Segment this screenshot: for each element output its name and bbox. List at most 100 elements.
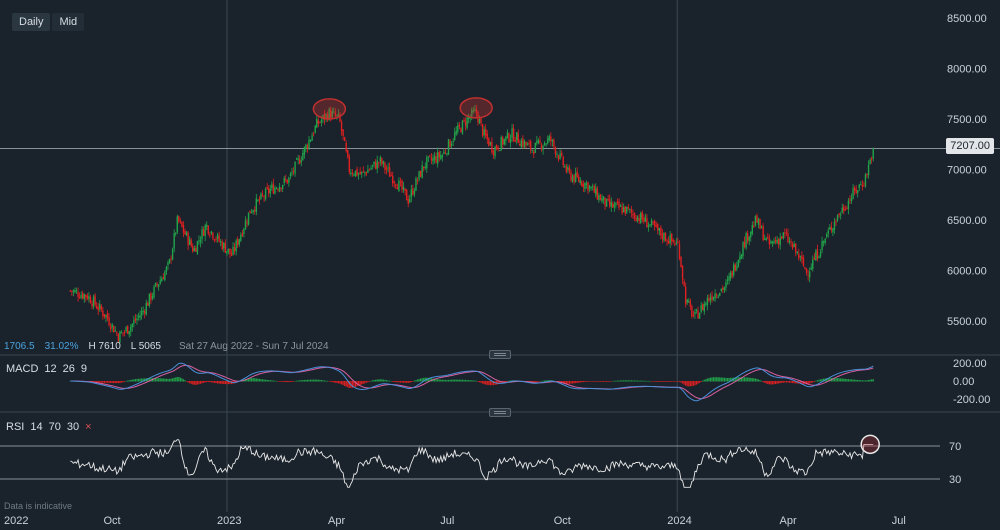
- candle-body: [632, 214, 634, 216]
- macd-histogram-bar: [277, 381, 279, 382]
- candle-body: [409, 198, 411, 203]
- candle-body: [157, 284, 160, 288]
- macd-histogram-bar: [128, 380, 130, 382]
- macd-histogram-bar: [740, 377, 743, 382]
- macd-histogram-bar: [788, 381, 791, 383]
- candle-body: [429, 155, 431, 157]
- macd-histogram-bar: [846, 379, 848, 382]
- candle-body: [672, 239, 674, 242]
- macd-histogram-bar: [499, 381, 501, 384]
- macd-histogram-bar: [117, 381, 119, 384]
- macd-histogram-bar: [790, 381, 792, 383]
- macd-histogram-bar: [872, 379, 874, 382]
- macd-histogram-bar: [275, 380, 278, 382]
- candle-body: [640, 213, 642, 223]
- macd-histogram-bar: [320, 380, 323, 382]
- candle-body: [536, 140, 538, 144]
- candle-body: [826, 234, 828, 237]
- macd-label[interactable]: MACD 12 26 9: [6, 363, 87, 375]
- macd-histogram-bar: [292, 381, 295, 382]
- candle-body: [182, 225, 185, 233]
- candle-body: [545, 143, 547, 145]
- candle-body: [626, 206, 628, 213]
- candle-body: [646, 218, 648, 228]
- macd-histogram-bar: [593, 381, 595, 382]
- macd-histogram-bar: [283, 381, 285, 382]
- macd-histogram-bar: [410, 381, 412, 383]
- candle-body: [95, 305, 98, 309]
- macd-histogram-bar: [260, 379, 262, 382]
- macd-tick: 0.00: [953, 376, 974, 388]
- macd-histogram-bar: [261, 379, 264, 382]
- rsi-close-icon[interactable]: ×: [85, 421, 92, 433]
- macd-histogram-bar: [531, 381, 533, 383]
- macd-histogram-bar: [773, 381, 775, 385]
- macd-histogram-bar: [156, 378, 158, 382]
- macd-histogram-bar: [147, 378, 149, 382]
- candle-body: [480, 118, 482, 124]
- macd-histogram-bar: [133, 379, 135, 382]
- macd-histogram-bar: [598, 381, 600, 382]
- candle-body: [661, 233, 664, 240]
- high-value: H 7610: [88, 341, 121, 352]
- candle-body: [213, 239, 216, 241]
- candle-body: [207, 225, 209, 234]
- candle-body: [781, 236, 783, 239]
- macd-histogram-bar: [779, 381, 781, 384]
- macd-histogram-bar: [393, 381, 395, 382]
- macd-histogram-bar: [251, 378, 253, 382]
- candle-body: [261, 194, 264, 196]
- macd-histogram-bar: [835, 377, 837, 382]
- candle-body: [294, 161, 296, 174]
- candle-body: [804, 267, 806, 269]
- macd-histogram-bar: [861, 380, 863, 382]
- candle-body: [348, 156, 351, 173]
- candle-body: [616, 201, 619, 203]
- candle-body: [821, 241, 823, 251]
- candle-body: [199, 240, 202, 243]
- candle-body: [272, 183, 275, 194]
- candle-body: [441, 154, 444, 158]
- macd-histogram-bar: [561, 381, 563, 383]
- macd-histogram-bar: [864, 380, 867, 382]
- grid: [0, 0, 1000, 512]
- macd-histogram-bar: [249, 378, 251, 382]
- price-pane: [0, 97, 1000, 343]
- macd-histogram-bar: [161, 378, 163, 382]
- macd-histogram-bar: [863, 380, 865, 382]
- macd-histogram-bar: [204, 381, 206, 383]
- time-label: Oct: [554, 515, 571, 527]
- pane-resize-handle-rsi[interactable]: [489, 408, 511, 417]
- candle-body: [119, 331, 121, 343]
- tab-daily[interactable]: Daily: [12, 13, 51, 31]
- candle-body: [765, 237, 767, 240]
- macd-histogram-bar: [643, 380, 645, 382]
- macd-histogram-bar: [433, 378, 436, 382]
- candle-body: [528, 142, 530, 144]
- macd-histogram-bar: [646, 380, 648, 382]
- candle-body: [478, 119, 481, 124]
- pane-resize-handle-macd[interactable]: [489, 350, 511, 359]
- candle-body: [89, 297, 92, 304]
- candle-body: [78, 297, 81, 299]
- macd-histogram-bar: [384, 379, 386, 382]
- macd-histogram-bar: [123, 381, 126, 382]
- candle-body: [424, 166, 426, 168]
- macd-histogram-bar: [368, 381, 371, 382]
- macd-histogram-bar: [269, 380, 271, 382]
- candle-body: [271, 184, 273, 188]
- macd-histogram-bar: [120, 381, 123, 383]
- candle-body: [591, 186, 594, 188]
- macd-histogram-bar: [162, 378, 164, 382]
- macd-histogram-bar: [437, 379, 439, 382]
- candle-body: [181, 221, 183, 227]
- candle-body: [108, 317, 110, 326]
- candle-body: [342, 129, 344, 137]
- candle-body: [533, 151, 535, 155]
- candle-body: [698, 313, 701, 319]
- macd-histogram-bar: [661, 381, 664, 382]
- rsi-label[interactable]: RSI 14 70 30 ×: [6, 421, 92, 433]
- tab-mid[interactable]: Mid: [52, 13, 85, 31]
- candle-body: [612, 203, 614, 208]
